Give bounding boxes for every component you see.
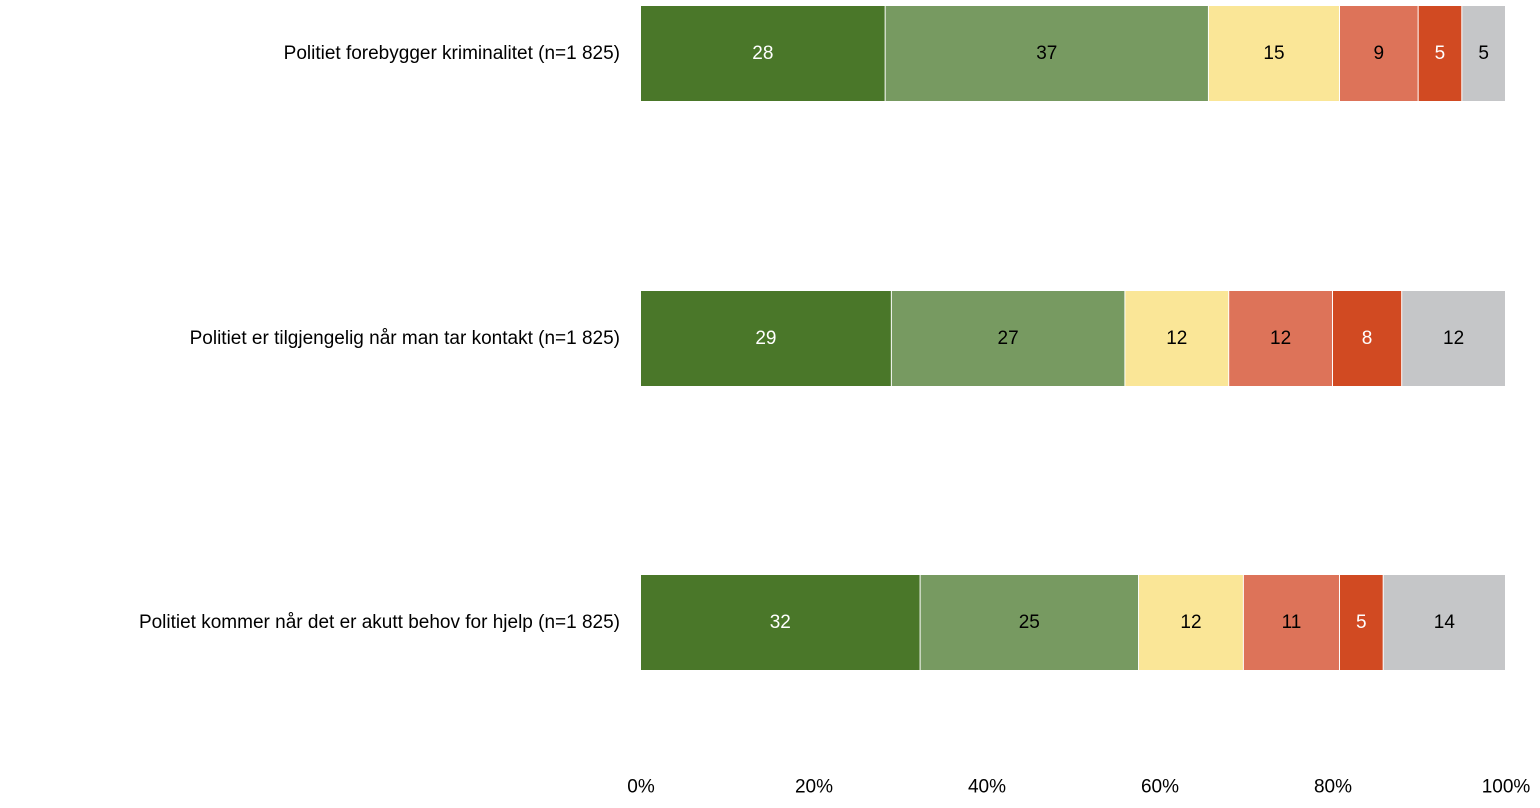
data-label: 12	[1270, 328, 1291, 349]
data-label: 29	[755, 328, 776, 349]
bar-segment	[1125, 291, 1229, 386]
data-label: 28	[752, 43, 773, 64]
category-label: Politiet forebygger kriminalitet (n=1 82…	[284, 43, 620, 64]
x-tick-label: 60%	[1141, 777, 1179, 798]
bar-segment	[1229, 291, 1332, 386]
data-label: 25	[1019, 612, 1040, 633]
bar-segment	[641, 291, 891, 386]
bar-segment	[1208, 6, 1339, 101]
bar-segment	[1383, 575, 1505, 670]
data-label: 11	[1282, 612, 1302, 633]
bar-segment	[1462, 6, 1505, 101]
x-axis-ticks-layer: 0% 20% 40% 60% 80% 100%	[627, 777, 1530, 798]
x-tick-label: 0%	[627, 777, 655, 798]
x-tick-label: 80%	[1314, 777, 1352, 798]
category-label: Politiet er tilgjengelig når man tar kon…	[190, 328, 620, 349]
x-tick-label: 20%	[795, 777, 833, 798]
bars-layer: 28 37 15 9 5 5 29 27 12 12 8 12 32 25 12 11 5 14	[641, 6, 1505, 670]
bar-segment	[885, 6, 1208, 101]
data-label: 5	[1435, 43, 1446, 64]
data-label: 9	[1374, 43, 1385, 64]
bar-segment	[1243, 575, 1339, 670]
data-label: 27	[998, 328, 1019, 349]
data-label: 14	[1434, 612, 1456, 633]
bar-segment	[1339, 6, 1418, 101]
x-tick-label: 40%	[968, 777, 1006, 798]
data-label: 32	[770, 612, 791, 633]
data-label: 15	[1263, 43, 1284, 64]
bar-segment	[641, 575, 920, 670]
bar-segment	[1418, 6, 1462, 101]
category-labels-layer: Politiet forebygger kriminalitet (n=1 82…	[139, 43, 620, 633]
data-label: 12	[1180, 612, 1201, 633]
bar-segment	[1402, 291, 1505, 386]
x-tick-label: 100%	[1482, 777, 1531, 798]
data-label: 37	[1036, 43, 1057, 64]
bar-segment	[1333, 291, 1402, 386]
data-label: 5	[1356, 612, 1367, 633]
category-label: Politiet kommer når det er akutt behov f…	[139, 612, 620, 633]
data-label: 8	[1362, 328, 1373, 349]
bar-segment	[1339, 575, 1383, 670]
data-label: 5	[1478, 43, 1489, 64]
bar-segment	[920, 575, 1139, 670]
bar-segment	[891, 291, 1125, 386]
bar-segment	[641, 6, 885, 101]
bar-segment	[1139, 575, 1243, 670]
data-label: 12	[1443, 328, 1464, 349]
data-label: 12	[1166, 328, 1187, 349]
